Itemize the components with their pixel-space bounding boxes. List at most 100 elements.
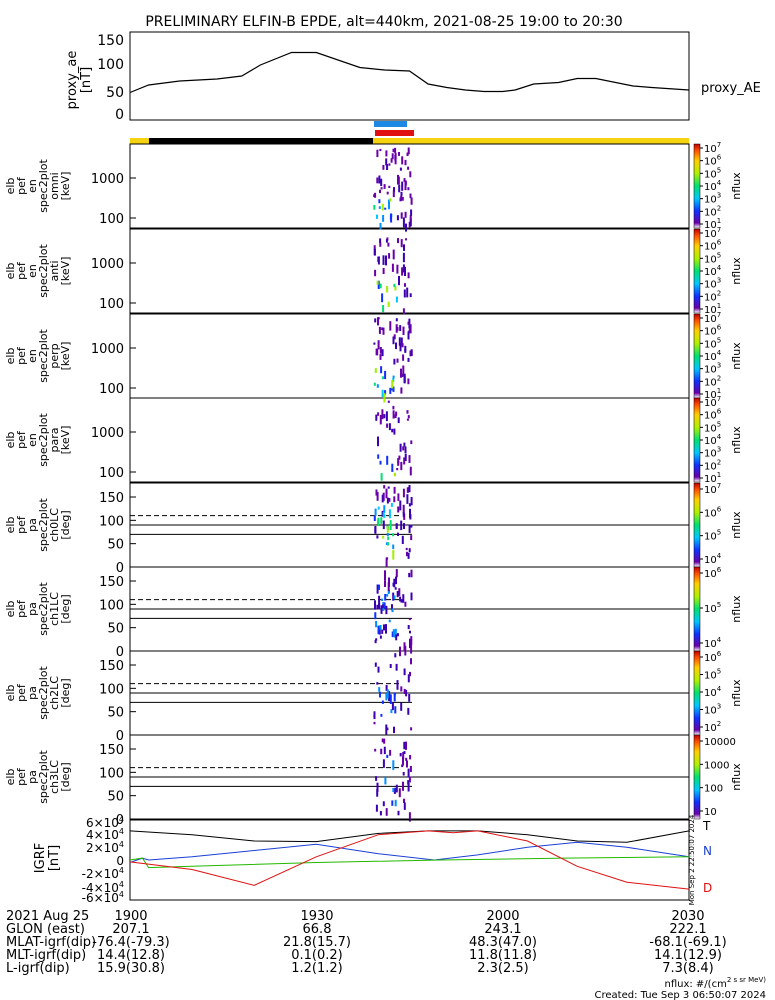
colorbar-unit: nflux bbox=[730, 511, 743, 539]
igrf-ytick: -4×104 bbox=[82, 880, 124, 895]
igrf-line-E bbox=[129, 856, 690, 869]
colorbar-tick: 101 bbox=[704, 387, 721, 401]
pa-ytick: 50 bbox=[107, 706, 124, 721]
colorbar-tick: 1000 bbox=[704, 760, 729, 771]
pa-ylabel-line: ch1LC bbox=[48, 592, 61, 626]
igrf-ylabel: IGRF bbox=[33, 843, 48, 873]
spec-ylabel-line: elb bbox=[4, 432, 17, 449]
energy-spec-panel-4: 1001000elbpefenspec2plotpara[keV]1011021… bbox=[4, 395, 743, 485]
energy-spec-panel-1: 1001000elbpefenspec2plotomni[keV]1011021… bbox=[4, 141, 743, 231]
spec-ylabel-line: pef bbox=[15, 346, 28, 365]
units-note: nflux: #/(cm2 s sr MeV) bbox=[664, 976, 766, 990]
orbit-cell: 1.2(1.2) bbox=[291, 961, 343, 976]
pa-ytick: 150 bbox=[99, 491, 124, 506]
orbit-cell: 0.1(0.2) bbox=[291, 948, 343, 963]
pa-ylabel-line: [deg] bbox=[59, 510, 72, 539]
colorbar-tick: 100 bbox=[704, 784, 723, 795]
colorbar-tick: 105 bbox=[704, 251, 721, 265]
spec-ytick: 1000 bbox=[91, 426, 124, 441]
colorbar-tick: 105 bbox=[704, 166, 721, 180]
orbit-cell: 2.3(2.5) bbox=[477, 961, 529, 976]
orbit-cell: MLT-igrf(dip) bbox=[6, 948, 86, 963]
created-note: Created: Tue Sep 3 06:50:07 2024 bbox=[595, 990, 767, 1000]
colorbar bbox=[693, 143, 701, 229]
pa-ylabel-line: ch2LC bbox=[48, 676, 61, 710]
colorbar-tick: 105 bbox=[704, 420, 721, 434]
spec-ylabel-line: [keV] bbox=[59, 426, 72, 455]
pa-ylabel-line: spec2plot bbox=[37, 666, 50, 720]
pa-ytick: 0 bbox=[116, 729, 124, 744]
pa-ylabel-line: pef bbox=[15, 767, 28, 786]
colorbar-tick: 104 bbox=[704, 264, 722, 278]
igrf-line-D bbox=[129, 830, 690, 890]
pa-ylabel-line: ch3LC bbox=[48, 760, 61, 794]
colorbar-tick: 105 bbox=[704, 601, 721, 615]
spec-ylabel-line: pef bbox=[15, 176, 28, 195]
spec-ytick: 100 bbox=[99, 297, 124, 312]
orbit-cell: 15.9(30.8) bbox=[97, 961, 165, 976]
pa-ylabel-line: pef bbox=[15, 683, 28, 702]
colorbar-tick: 106 bbox=[704, 239, 722, 253]
orbit-cell: 14.4(12.8) bbox=[97, 948, 165, 963]
pa-ytick: 100 bbox=[99, 514, 124, 529]
spec-ytick: 100 bbox=[99, 212, 124, 227]
colorbar-unit: nflux bbox=[730, 257, 743, 285]
orbit-cell: -68.1(-69.1) bbox=[649, 935, 726, 950]
colorbar-tick: 101 bbox=[704, 302, 721, 316]
spec-ytick: 1000 bbox=[91, 257, 124, 272]
pa-ylabel-line: spec2plot bbox=[37, 498, 50, 552]
igrf-ytick: -6×104 bbox=[82, 890, 124, 905]
orbit-cell: MLAT-igrf(dip) bbox=[6, 935, 96, 950]
ae-ylabel: proxy_ae bbox=[65, 51, 80, 110]
date-stamp: Mon Sep 2 22:50:07 2024 bbox=[688, 814, 696, 905]
colorbar-tick: 103 bbox=[704, 277, 721, 291]
spec-ylabel-line: spec2plot bbox=[37, 244, 50, 298]
spec-ylabel-line: perp bbox=[48, 343, 61, 368]
colorbar-unit: nflux bbox=[730, 342, 743, 370]
pa-ytick: 100 bbox=[99, 598, 124, 613]
igrf-panel: -6×104 -4×104 -2×104 0 2×104 4×104 6×104… bbox=[33, 814, 712, 905]
igrf-line-N bbox=[129, 841, 690, 863]
colorbar-unit: nflux bbox=[730, 763, 743, 791]
energy-spec-panel-2: 1001000elbpefenspec2plotanti[keV]1011021… bbox=[4, 226, 743, 316]
spec-ylabel-line: en bbox=[26, 264, 39, 278]
colorbar-tick: 102 bbox=[704, 374, 721, 388]
pa-ylabel-line: ch0LC bbox=[48, 508, 61, 542]
orbit-cell: 21.8(15.7) bbox=[283, 935, 351, 950]
pa-ytick: 50 bbox=[107, 790, 124, 805]
colorbar bbox=[693, 650, 701, 736]
pa-ylabel-line: elb bbox=[4, 517, 17, 534]
ae-ytick: 100 bbox=[97, 57, 124, 73]
pa-ytick: 0 bbox=[116, 813, 124, 828]
orbit-cell: 243.1 bbox=[484, 922, 521, 937]
orbit-row-4: MLT-igrf(dip) 14.4(12.8) 0.1(0.2) 11.8(1… bbox=[6, 948, 722, 963]
spec-ylabel-line: anti bbox=[48, 260, 61, 281]
colorbar-tick: 104 bbox=[704, 636, 722, 650]
pa-ylabel-line: elb bbox=[4, 685, 17, 702]
spec-ylabel-line: elb bbox=[4, 348, 17, 365]
ae-ytick-labels: 0 50 100 150 bbox=[97, 33, 124, 123]
colorbar-tick: 102 bbox=[704, 720, 721, 734]
ae-ylabel-unit: [nT] bbox=[79, 67, 94, 93]
ae-ytick: 50 bbox=[106, 85, 124, 101]
colorbar-tick: 104 bbox=[704, 349, 722, 363]
colorbar-tick: 102 bbox=[704, 289, 721, 303]
colorbar-tick: 106 bbox=[704, 324, 722, 338]
colorbar-tick: 106 bbox=[704, 408, 722, 422]
colorbar-tick: 106 bbox=[704, 566, 722, 580]
colorbar-tick: 107 bbox=[704, 226, 721, 240]
energy-spec-panel-3: 1001000elbpefenspec2plotperp[keV]1011021… bbox=[4, 311, 743, 401]
pa-ylabel-line: elb bbox=[4, 601, 17, 618]
colorbar-tick: 107 bbox=[704, 141, 721, 155]
orbit-row-2: GLON (east) 207.1 66.8 243.1 222.1 bbox=[6, 922, 707, 937]
pa-ytick: 0 bbox=[116, 645, 124, 660]
colorbar-unit: nflux bbox=[730, 595, 743, 623]
pa-ylabel-line: pa bbox=[26, 686, 39, 700]
ae-ytick: 150 bbox=[97, 33, 124, 49]
igrf-legend-D: D bbox=[703, 881, 712, 895]
spec-ylabel-line: spec2plot bbox=[37, 413, 50, 467]
pa-ylabel-line: [deg] bbox=[59, 594, 72, 623]
igrf-ylabel-unit: [nT] bbox=[47, 845, 62, 871]
